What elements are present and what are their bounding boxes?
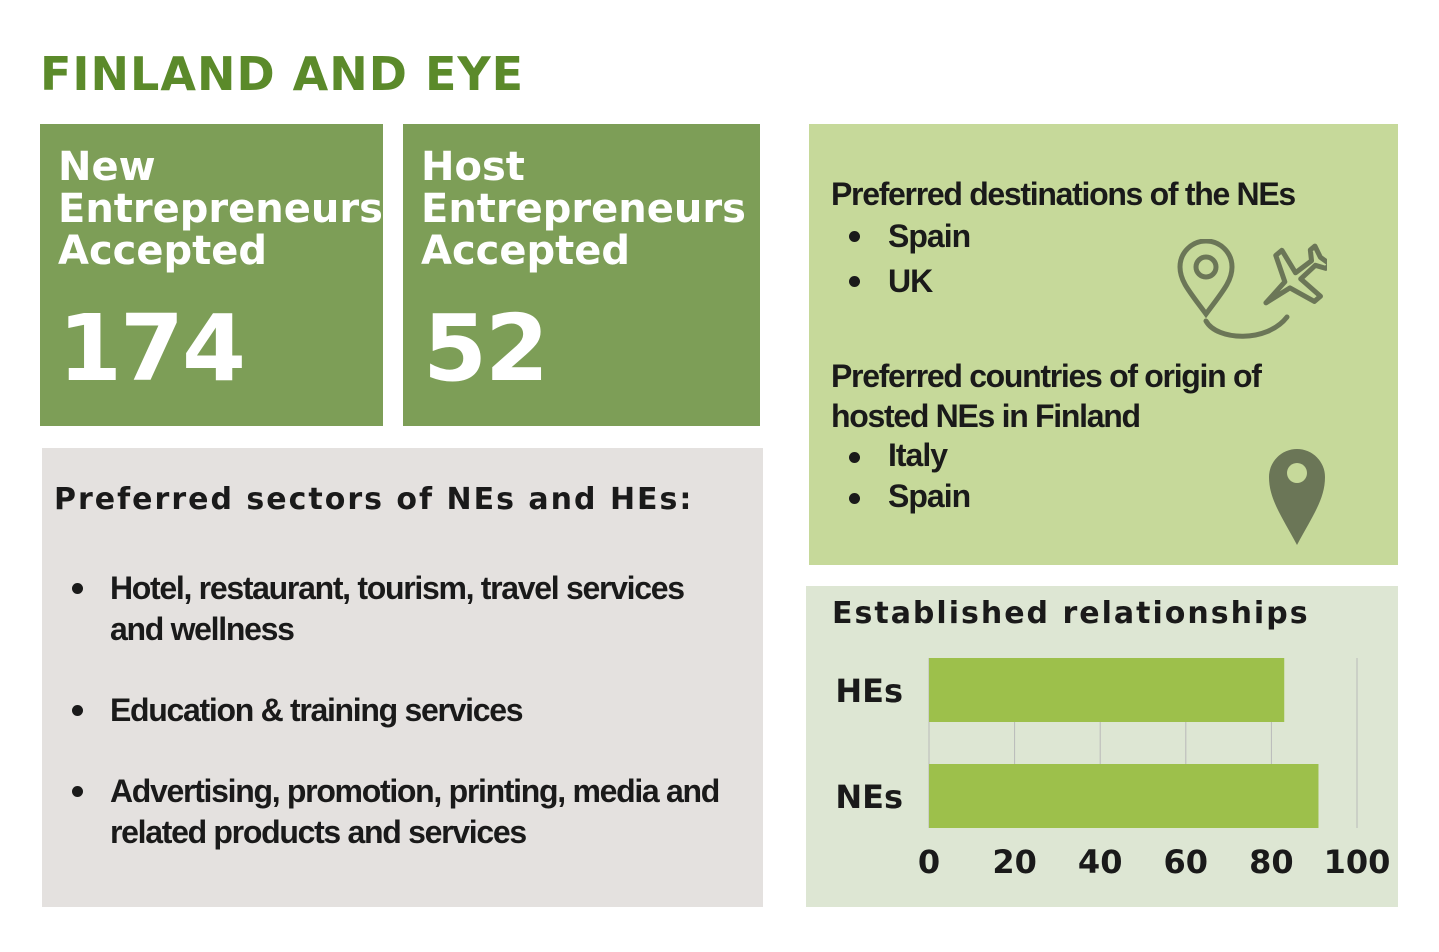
sector-item: Education & training services bbox=[72, 690, 732, 731]
preferences-panel: Preferred destinations of the NEs Spain … bbox=[809, 124, 1398, 565]
map-pin-icon bbox=[1177, 239, 1235, 319]
sector-item: Advertising, promotion, printing, media … bbox=[72, 771, 732, 853]
tick-label: 40 bbox=[1078, 843, 1123, 881]
new-entrepreneurs-label: New Entrepreneurs Accepted bbox=[58, 144, 383, 274]
destinations-list: Spain UK bbox=[849, 214, 971, 304]
bullet bbox=[849, 231, 860, 242]
origin-label: Spain bbox=[888, 478, 971, 514]
page-title: FINLAND AND EYE bbox=[40, 47, 525, 101]
relationships-chart: HEs NEs 0 20 40 60 80 100 bbox=[835, 658, 1391, 881]
bar-hes bbox=[929, 658, 1285, 722]
bar-nes bbox=[929, 764, 1319, 828]
destination-item: UK bbox=[849, 259, 970, 304]
bullet bbox=[72, 786, 83, 797]
destination-label: Spain bbox=[888, 218, 971, 254]
host-entrepreneurs-label: Host Entrepreneurs Accepted bbox=[421, 144, 746, 274]
sectors-heading: Preferred sectors of NEs and HEs: bbox=[54, 482, 694, 517]
destination-item: Spain bbox=[849, 214, 971, 259]
host-entrepreneurs-value: 52 bbox=[423, 295, 549, 402]
host-entrepreneurs-card: Host Entrepreneurs Accepted 52 bbox=[403, 124, 760, 426]
tick-label: 20 bbox=[992, 843, 1037, 881]
relationships-panel: Established relationships HEs NEs 0 20 40 60 8… bbox=[806, 586, 1398, 907]
tick-label: 80 bbox=[1249, 843, 1294, 881]
new-entrepreneurs-value: 174 bbox=[58, 295, 246, 402]
relationships-heading: Established relationships bbox=[832, 596, 1310, 631]
preferred-sectors-panel: Preferred sectors of NEs and HEs: Hotel,… bbox=[42, 448, 763, 907]
airplane-icon bbox=[1263, 243, 1327, 306]
new-entrepreneurs-card: New Entrepreneurs Accepted 174 bbox=[40, 124, 383, 426]
destination-label: UK bbox=[888, 263, 933, 299]
category-label: NEs bbox=[835, 778, 903, 816]
category-label: HEs bbox=[835, 672, 903, 710]
travel-icon bbox=[1177, 239, 1327, 339]
bullet bbox=[849, 452, 860, 463]
bullet bbox=[849, 493, 860, 504]
tick-label: 60 bbox=[1164, 843, 1209, 881]
flight-path bbox=[1203, 314, 1290, 339]
origins-list: Italy Spain bbox=[849, 435, 971, 517]
sector-item-label: Education & training services bbox=[110, 692, 524, 728]
tick-label: 0 bbox=[918, 843, 940, 881]
bullet bbox=[849, 276, 860, 287]
location-pin-icon bbox=[1269, 449, 1325, 545]
sector-item-label: Hotel, restaurant, tourism, travel servi… bbox=[110, 570, 685, 647]
origin-item: Spain bbox=[849, 476, 971, 517]
origin-item: Italy bbox=[849, 435, 970, 476]
destinations-heading: Preferred destinations of the NEs bbox=[831, 176, 1296, 212]
sector-item: Hotel, restaurant, tourism, travel servi… bbox=[72, 568, 732, 650]
sector-list: Hotel, restaurant, tourism, travel servi… bbox=[72, 568, 732, 853]
bullet bbox=[72, 705, 83, 716]
tick-label: 100 bbox=[1324, 843, 1391, 881]
bullet bbox=[72, 583, 83, 594]
sector-item-label: Advertising, promotion, printing, media … bbox=[110, 773, 720, 850]
origins-heading: Preferred countries of origin of hosted … bbox=[831, 358, 1262, 434]
origin-label: Italy bbox=[888, 437, 948, 473]
